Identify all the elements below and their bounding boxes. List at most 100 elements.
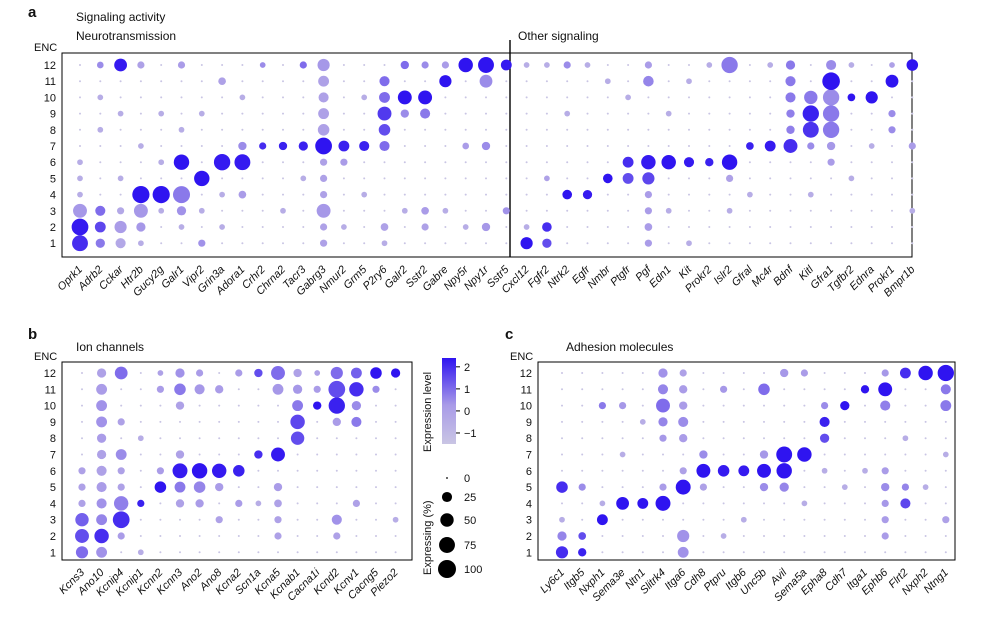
dot-Gabre-enc8 xyxy=(444,128,447,131)
dot-Scn1a-enc6 xyxy=(257,469,260,472)
dot-Grm5-enc7 xyxy=(359,140,370,152)
dot-Ntn1-enc1 xyxy=(641,551,644,554)
dot-Itga6-enc5 xyxy=(675,479,691,495)
dot-Bmpr1b-enc2 xyxy=(911,226,914,228)
dot-Bmpr1b-enc3 xyxy=(909,207,916,214)
dot-Kcnab1-enc7 xyxy=(296,453,299,456)
panel-c-dots xyxy=(555,364,954,559)
dot-Ednra-enc5 xyxy=(870,177,873,180)
panel-c-title: Adhesion molecules xyxy=(566,340,673,354)
panel-b-y-tick: 1 xyxy=(50,547,56,559)
dot-Kcnip1-enc10 xyxy=(139,404,142,407)
dot-Itgb6-enc9 xyxy=(742,420,745,423)
dot-Gabrg3-enc8 xyxy=(317,124,330,136)
dot-Avil-enc5 xyxy=(779,482,789,492)
dot-Kcnab1-enc5 xyxy=(296,486,299,489)
dot-Kcnv1-enc1 xyxy=(355,551,358,554)
dot-Cacng5-enc6 xyxy=(375,469,377,472)
dot-Gfral-enc9 xyxy=(748,112,751,115)
dot-Egfr-enc3 xyxy=(586,209,589,212)
dot-Sema3e-enc7 xyxy=(619,451,626,458)
dot-Npy5r-enc4 xyxy=(464,193,467,196)
dot-Sema3e-enc6 xyxy=(621,469,624,472)
dot-Gfra1-enc5 xyxy=(830,177,833,180)
dot-Gucy2g-enc9 xyxy=(158,110,165,117)
dot-Kcnn2-enc1 xyxy=(159,551,162,554)
dot-Ano2-enc7 xyxy=(198,453,201,456)
dot-Bmpr1b-enc11 xyxy=(911,80,914,83)
dot-Ano2-enc10 xyxy=(198,404,201,407)
dot-Kcnab1-enc8 xyxy=(290,431,305,445)
dot-Ly6c1-enc5 xyxy=(556,481,568,493)
dot-Flrt2-enc2 xyxy=(904,535,907,537)
dot-Npy5r-enc8 xyxy=(464,128,467,131)
panel-letter-a: a xyxy=(28,4,37,21)
dot-Sstr2-enc6 xyxy=(424,161,427,164)
dot-Grin3a-enc3 xyxy=(221,209,224,212)
dot-Pgf-enc6 xyxy=(641,154,656,170)
dot-Adora1-enc5 xyxy=(241,177,244,180)
dot-Sema5a-enc3 xyxy=(803,518,806,521)
dot-Chrna2-enc3 xyxy=(280,207,286,214)
dot-Edn1-enc2 xyxy=(667,226,670,228)
dot-Adrb2-enc10 xyxy=(97,94,104,101)
dot-Kcnv1-enc2 xyxy=(355,535,358,537)
panel-c-y-tick: 7 xyxy=(526,450,532,462)
dot-Galr2-enc9 xyxy=(400,109,409,118)
dot-Fgfr2-enc10 xyxy=(545,96,548,99)
dot-Slitrk4-enc11 xyxy=(657,384,669,395)
dot-Kcnn3-enc11 xyxy=(174,383,186,396)
dot-Egfr-enc11 xyxy=(586,80,589,83)
dot-Nmur2-enc9 xyxy=(342,112,345,115)
dot-Chrna2-enc5 xyxy=(282,177,284,180)
dot-Kit-enc9 xyxy=(688,112,690,115)
dot-Piezo2-enc4 xyxy=(394,502,397,505)
panel-b-dots xyxy=(75,366,401,559)
dot-Htr2b-enc8 xyxy=(139,128,142,131)
panel-a-y-tick: 3 xyxy=(50,206,56,218)
dot-Crhr2-enc9 xyxy=(261,112,264,115)
dot-Kcnd2-enc3 xyxy=(331,514,342,525)
dot-Ptgfr-enc4 xyxy=(627,193,630,196)
dot-Kcnv1-enc10 xyxy=(351,400,362,411)
dot-Galr1-enc12 xyxy=(177,61,186,69)
dot-Bdnf-enc1 xyxy=(789,242,792,245)
dot-Adrb2-enc6 xyxy=(99,161,102,164)
dot-Itga6-enc4 xyxy=(682,502,685,505)
dot-Fgfr2-enc6 xyxy=(545,161,548,164)
dot-Piezo2-enc10 xyxy=(394,404,397,407)
dot-Adrb2-enc8 xyxy=(97,126,104,133)
dot-Sema3e-enc1 xyxy=(621,551,624,554)
dot-Fgfr2-enc11 xyxy=(545,80,548,83)
dot-Gfral-enc4 xyxy=(747,191,753,198)
dot-Kcnip1-enc9 xyxy=(139,420,142,423)
dot-Piezo2-enc6 xyxy=(394,469,397,472)
dot-Cckar-enc8 xyxy=(119,128,122,131)
panel-c-y-tick: 11 xyxy=(521,384,532,396)
dot-Islr2-enc11 xyxy=(728,80,731,83)
dot-Bmpr1b-enc10 xyxy=(911,96,914,99)
dot-Piezo2-enc12 xyxy=(390,368,401,378)
dot-Edn1-enc12 xyxy=(667,64,670,66)
dot-Kcna5-enc12 xyxy=(271,366,285,380)
dot-Ntn1-enc3 xyxy=(641,518,644,521)
dot-Ano2-enc2 xyxy=(198,535,201,537)
dot-Grm5-enc4 xyxy=(361,191,368,198)
dot-Itgb6-enc7 xyxy=(742,453,745,456)
dot-Slitrk4-enc1 xyxy=(662,551,664,554)
dot-Htr2b-enc12 xyxy=(137,61,145,69)
dot-Nmur2-enc8 xyxy=(342,128,345,131)
dot-Prokr2-enc2 xyxy=(708,226,711,228)
dot-Pgf-enc5 xyxy=(642,172,655,185)
dot-Galr1-enc8 xyxy=(178,126,185,133)
dot-Cacng5-enc5 xyxy=(375,486,377,489)
dot-Flrt2-enc9 xyxy=(904,420,907,423)
dot-Prokr2-enc12 xyxy=(706,62,713,68)
dot-Cdh7-enc1 xyxy=(843,551,846,554)
panel-a-y-tick: 1 xyxy=(50,238,56,250)
dot-Htr2b-enc1 xyxy=(138,240,144,247)
dot-Itgb5-enc8 xyxy=(581,437,584,440)
dot-Sstr2-enc12 xyxy=(421,61,429,69)
dot-Piezo2-enc8 xyxy=(394,437,397,440)
dot-Itgb6-enc1 xyxy=(742,551,745,554)
